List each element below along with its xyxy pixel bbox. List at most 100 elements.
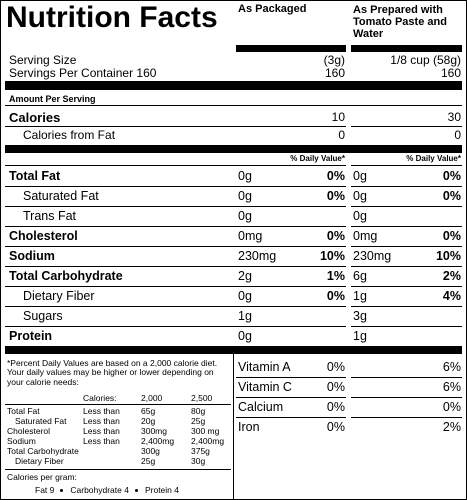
nutrient-amount: 0mg (353, 229, 378, 243)
nutrient-dv: 0% (326, 169, 345, 183)
ref-cell: 300 mg (191, 426, 220, 436)
dv-header: % Daily Value* (290, 154, 345, 163)
row-value: 160 (324, 66, 345, 80)
rule-line (351, 165, 462, 166)
nutrient-amount: 1g (353, 329, 367, 343)
ref-cell: 2,400mg (141, 436, 175, 446)
column-header: As Prepared with Tomato Paste and Water (353, 4, 447, 41)
rule-line (5, 105, 462, 106)
row-value: 1/8 cup (58g) (390, 53, 461, 67)
ref-cell: 25g (141, 456, 156, 466)
nutrient-amount: 230mg (353, 249, 392, 263)
rule-line (5, 469, 231, 470)
ref-cell: 300g (141, 446, 160, 456)
vitamin-dv: 0% (326, 400, 345, 414)
row-value: 30 (447, 110, 461, 124)
rule-line (351, 326, 462, 327)
ref-cell: 65g (141, 406, 156, 416)
nutrient-dv: 0% (326, 189, 345, 203)
row-label: Calories from Fat (23, 128, 116, 142)
nutrient-name: Dietary Fiber (23, 289, 95, 303)
row-value: 160 (440, 66, 461, 80)
nutrient-amount: 0g (238, 189, 252, 203)
nutrient-name: Total Fat (9, 169, 61, 183)
rule-line (236, 377, 346, 378)
row-value: 10 (331, 110, 345, 124)
section-label: Amount Per Serving (9, 94, 96, 104)
vitamin-name: Vitamin A (238, 360, 291, 374)
rule-line (5, 286, 346, 287)
rule-line (5, 246, 346, 247)
rule-line (351, 397, 462, 398)
ref-cell: 30g (191, 456, 206, 466)
ref-cell: 80g (191, 406, 206, 416)
nutrient-dv: 10% (435, 249, 461, 263)
vitamin-name: Calcium (238, 400, 284, 414)
rule-line (236, 417, 346, 418)
calories-per-gram-item: Carbohydrate 4 (70, 485, 129, 495)
ref-cell: Total Carbohydrate (7, 446, 79, 456)
row-value: 0 (454, 128, 461, 142)
rule-line (233, 354, 234, 499)
nutrient-amount: 3g (353, 309, 367, 323)
rule-line (351, 246, 462, 247)
rule-line (351, 286, 462, 287)
ref-cell: Less than (83, 426, 120, 436)
ref-cell: Sodium (7, 436, 36, 446)
calories-per-gram-item: Protein 4 (144, 485, 179, 495)
rule-line (236, 397, 346, 398)
nutrient-amount: 2g (238, 269, 252, 283)
rule-line (351, 266, 462, 267)
rule-line (351, 126, 462, 127)
rule-bar (5, 346, 462, 354)
nutrient-amount: 0g (353, 209, 367, 223)
ref-cell: 2,400mg (191, 436, 225, 446)
nutrient-name: Sodium (9, 249, 55, 263)
ref-cell: Less than (83, 436, 120, 446)
nutrient-amount: 0g (353, 189, 367, 203)
nutrient-amount: 0g (238, 209, 252, 223)
ref-cell: 25g (191, 416, 206, 426)
nutrient-dv: 4% (442, 289, 461, 303)
nutrient-amount: 0g (238, 329, 252, 343)
vitamin-dv: 0% (326, 420, 345, 434)
ref-cell: Less than (83, 406, 120, 416)
rule-line (5, 266, 346, 267)
nutrient-dv: 10% (319, 249, 345, 263)
rule-line (5, 326, 346, 327)
ref-cell: Dietary Fiber (15, 456, 64, 466)
nutrient-amount: 0g (238, 289, 252, 303)
nutrient-dv: 1% (326, 269, 345, 283)
rule-line (5, 306, 346, 307)
rule-bar (5, 145, 462, 153)
row-label: Servings Per Container 160 (9, 66, 157, 80)
ref-cell: Cholesterol (7, 426, 50, 436)
rule-line (351, 306, 462, 307)
nutrient-dv: 2% (442, 269, 461, 283)
rule-line (5, 126, 346, 127)
rule-line (5, 165, 346, 166)
nutrient-dv: 0% (442, 229, 461, 243)
ref-cell: 375g (191, 446, 210, 456)
nutrient-dv: 0% (326, 229, 345, 243)
nutrient-name: Total Carbohydrate (9, 269, 123, 283)
rule-line (5, 404, 231, 405)
row-value: (3g) (323, 53, 345, 67)
ref-header: Calories: (83, 393, 117, 403)
bullet (60, 489, 64, 492)
nutrient-amount: 0mg (238, 229, 263, 243)
rule-line (351, 186, 462, 187)
rule-line (5, 226, 346, 227)
footnote: *Percent Daily Values are based on a 2,0… (7, 358, 218, 387)
nutrient-name: Sugars (23, 309, 63, 323)
nutrient-amount: 0g (238, 169, 252, 183)
vitamin-dv: 2% (442, 420, 461, 434)
vitamin-name: Vitamin C (238, 380, 292, 394)
rule-bar (5, 81, 462, 90)
nutrient-amount: 1g (238, 309, 252, 323)
ref-header: 2,000 (141, 393, 163, 403)
nutrient-name: Cholesterol (9, 229, 78, 243)
row-label: Serving Size (9, 53, 77, 67)
nutrient-dv: 0% (442, 189, 461, 203)
